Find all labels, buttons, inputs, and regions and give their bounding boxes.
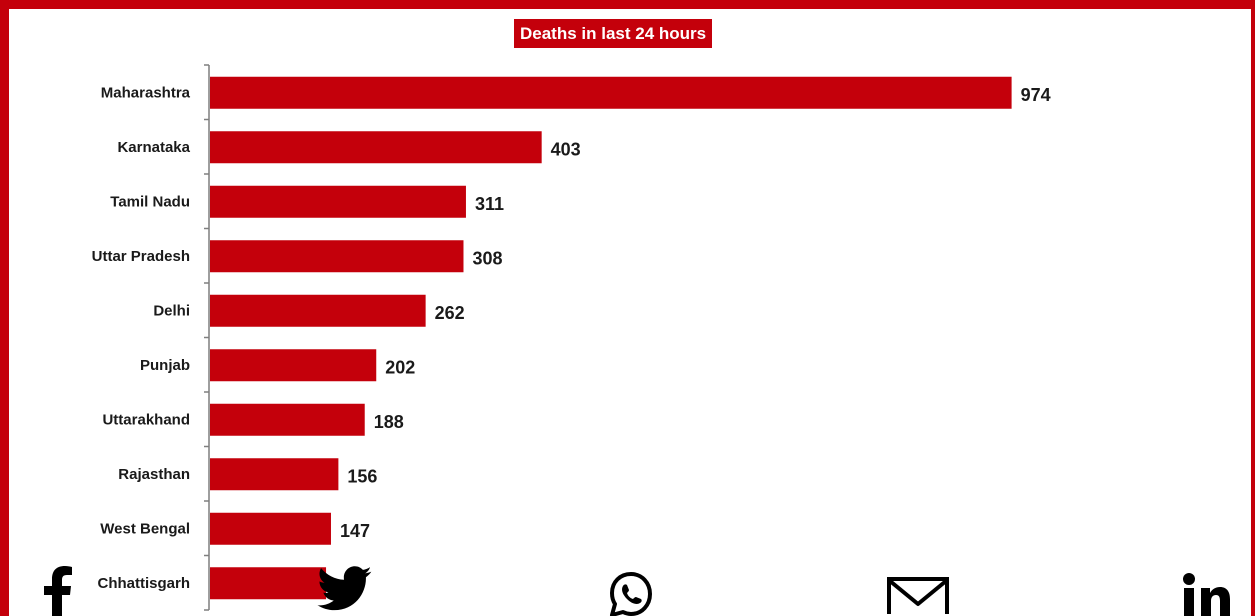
twitter-share-button[interactable] xyxy=(310,566,380,616)
bar xyxy=(210,403,365,436)
bar xyxy=(210,294,426,327)
value-label: 147 xyxy=(340,521,370,541)
right-accent-rule xyxy=(1251,0,1255,616)
category-label: Punjab xyxy=(140,357,190,374)
email-share-button[interactable] xyxy=(883,566,953,616)
category-label: Karnataka xyxy=(117,139,190,156)
email-icon xyxy=(887,577,949,614)
facebook-icon xyxy=(44,566,72,616)
bar xyxy=(210,76,1012,109)
bar xyxy=(210,349,377,382)
category-label: Rajasthan xyxy=(118,466,190,483)
bar xyxy=(210,458,339,491)
value-label: 188 xyxy=(374,412,404,432)
bar xyxy=(210,185,466,218)
value-label: 974 xyxy=(1021,85,1051,105)
value-label: 311 xyxy=(475,194,504,214)
value-label: 403 xyxy=(551,139,581,159)
twitter-icon xyxy=(317,566,372,611)
linkedin-icon xyxy=(1183,573,1230,616)
bar xyxy=(210,567,327,600)
left-accent-rule xyxy=(0,0,9,616)
facebook-share-button[interactable] xyxy=(24,566,94,616)
linkedin-share-button[interactable] xyxy=(1169,566,1239,616)
whatsapp-share-button[interactable] xyxy=(596,566,666,616)
top-accent-bar xyxy=(0,0,1255,9)
bar xyxy=(210,512,331,545)
category-label: Chhattisgarh xyxy=(97,575,190,592)
value-label: 262 xyxy=(435,303,465,323)
category-label: Delhi xyxy=(153,302,190,319)
value-label: 308 xyxy=(472,248,502,268)
share-bar xyxy=(0,560,1255,616)
category-label: Uttar Pradesh xyxy=(92,248,190,265)
category-label: Maharashtra xyxy=(101,84,191,101)
value-label: 202 xyxy=(385,357,415,377)
value-label: 156 xyxy=(347,466,377,486)
category-label: West Bengal xyxy=(100,520,190,537)
bar xyxy=(210,240,464,273)
category-label: Uttarakhand xyxy=(102,411,190,428)
bar xyxy=(210,131,542,164)
category-label: Tamil Nadu xyxy=(110,193,190,210)
whatsapp-icon xyxy=(610,572,652,616)
chart-title: Deaths in last 24 hours xyxy=(514,19,713,48)
